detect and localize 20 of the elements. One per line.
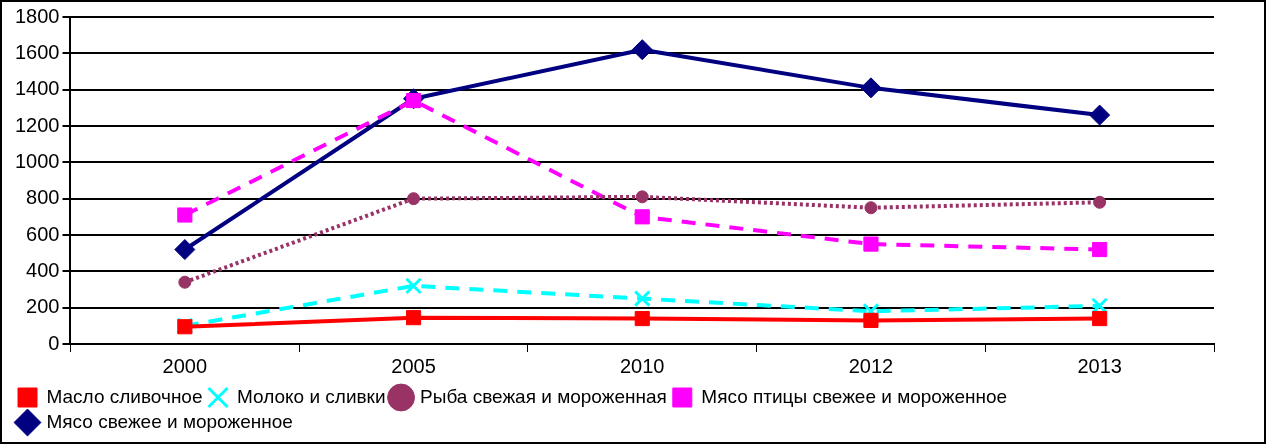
y-tick-label: 1200: [14, 113, 60, 136]
legend-label: Мясо свежее и мороженное: [46, 410, 293, 432]
x-tick-label: 2010: [620, 354, 665, 377]
x-tick-label: 2000: [162, 354, 208, 377]
x-tick-label: 2013: [1077, 354, 1122, 377]
x-tick-label: 2005: [391, 354, 436, 377]
y-tick-label: 600: [26, 222, 60, 245]
y-tick-label: 200: [26, 295, 60, 318]
y-tick-label: 1400: [14, 77, 60, 100]
y-tick-label: 1800: [14, 4, 60, 27]
legend-label: Масло сливочное: [46, 385, 203, 407]
y-tick-label: 1000: [14, 149, 60, 172]
y-tick-label: 0: [48, 331, 60, 354]
legend-label: Рыба свежая и мороженная: [420, 385, 667, 407]
y-tick-label: 800: [26, 186, 60, 209]
x-tick-label: 2012: [848, 354, 894, 377]
y-tick-label: 1600: [14, 40, 60, 63]
legend-label: Молоко и сливки: [237, 385, 386, 407]
legend-label: Мясо птицы свежее и мороженное: [701, 385, 1008, 407]
y-tick-label: 400: [26, 258, 60, 281]
